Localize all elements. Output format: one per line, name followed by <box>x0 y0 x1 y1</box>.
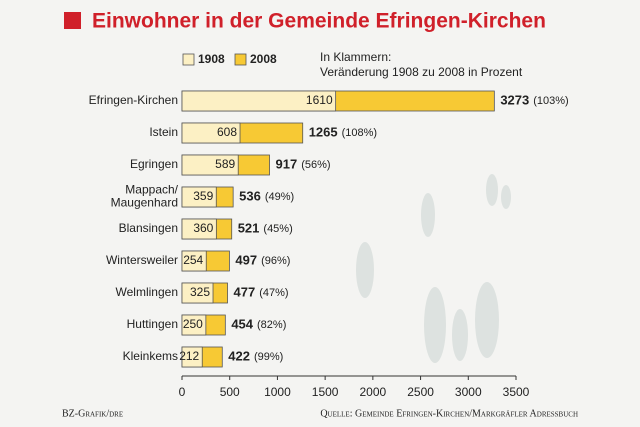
bar-1908 <box>181 122 241 144</box>
change-label: (82%) <box>257 319 286 331</box>
value-label-1908: 608 <box>217 125 237 139</box>
value-label-2008: 454 <box>231 316 253 331</box>
x-tick-label: 3000 <box>455 385 482 399</box>
x-tick-label: 1000 <box>264 385 291 399</box>
bar-1908 <box>181 218 217 240</box>
y-tick-label: Istein <box>149 125 178 139</box>
legend-label: 2008 <box>250 52 277 66</box>
silhouettes <box>356 174 511 363</box>
legend-swatch <box>234 53 247 66</box>
value-label-1908: 360 <box>193 221 213 235</box>
change-label: (47%) <box>259 287 288 299</box>
x-tick-label: 2000 <box>360 385 387 399</box>
y-tick-label: Mappach/Maugenhard <box>111 183 179 210</box>
chart-title: Einwohner in der Gemeinde Efringen-Kirch… <box>92 10 546 33</box>
x-tick-label: 500 <box>220 385 240 399</box>
bar-1908 <box>181 346 203 368</box>
source: Quelle: Gemeinde Efringen-Kirchen/Markgr… <box>320 408 578 419</box>
value-label-2008: 1265 <box>309 124 338 139</box>
x-tick-label: 3500 <box>503 385 530 399</box>
value-label-1908: 212 <box>179 349 199 363</box>
note-line: In Klammern: <box>320 50 391 64</box>
legend-label: 1908 <box>198 52 225 66</box>
value-label-1908: 1610 <box>306 93 333 107</box>
x-tick-label: 0 <box>179 385 186 399</box>
value-label-1908: 359 <box>193 189 213 203</box>
y-tick-label: Egringen <box>130 157 178 171</box>
bar-1908 <box>181 314 207 336</box>
change-label: (96%) <box>261 255 290 267</box>
value-label-1908: 325 <box>190 285 210 299</box>
value-label-1908: 250 <box>183 317 203 331</box>
bar-1908 <box>181 282 214 304</box>
bar-1908 <box>181 250 207 272</box>
title-marker <box>64 12 81 29</box>
y-tick-label: Kleinkems <box>123 349 178 363</box>
change-label: (108%) <box>342 127 377 139</box>
credit: BZ-Grafik/dre <box>62 408 123 419</box>
value-label-2008: 521 <box>238 220 260 235</box>
y-tick-label: Wintersweiler <box>106 253 178 267</box>
change-label: (49%) <box>265 191 294 203</box>
y-tick-label: Efringen-Kirchen <box>89 93 178 107</box>
value-label-2008: 422 <box>228 348 250 363</box>
change-label: (103%) <box>533 95 568 107</box>
y-tick-label: Welmlingen <box>116 285 178 299</box>
value-label-2008: 477 <box>234 284 256 299</box>
value-label-1908: 254 <box>183 253 203 267</box>
value-label-1908: 589 <box>215 157 235 171</box>
value-label-2008: 917 <box>276 156 298 171</box>
bar-1908 <box>181 154 239 176</box>
value-label-2008: 3273 <box>500 92 529 107</box>
change-label: (56%) <box>301 159 330 171</box>
y-tick-label: Blansingen <box>119 221 178 235</box>
bar-1908 <box>181 186 217 208</box>
legend-swatch <box>182 53 195 66</box>
change-label: (45%) <box>263 223 292 235</box>
value-label-2008: 536 <box>239 188 261 203</box>
change-label: (99%) <box>254 351 283 363</box>
y-tick-label: Huttingen <box>127 317 178 331</box>
bar-1908 <box>181 90 337 112</box>
x-tick-label: 1500 <box>312 385 339 399</box>
note-line: Veränderung 1908 zu 2008 in Prozent <box>320 65 523 79</box>
x-tick-label: 2500 <box>407 385 434 399</box>
value-label-2008: 497 <box>235 252 257 267</box>
